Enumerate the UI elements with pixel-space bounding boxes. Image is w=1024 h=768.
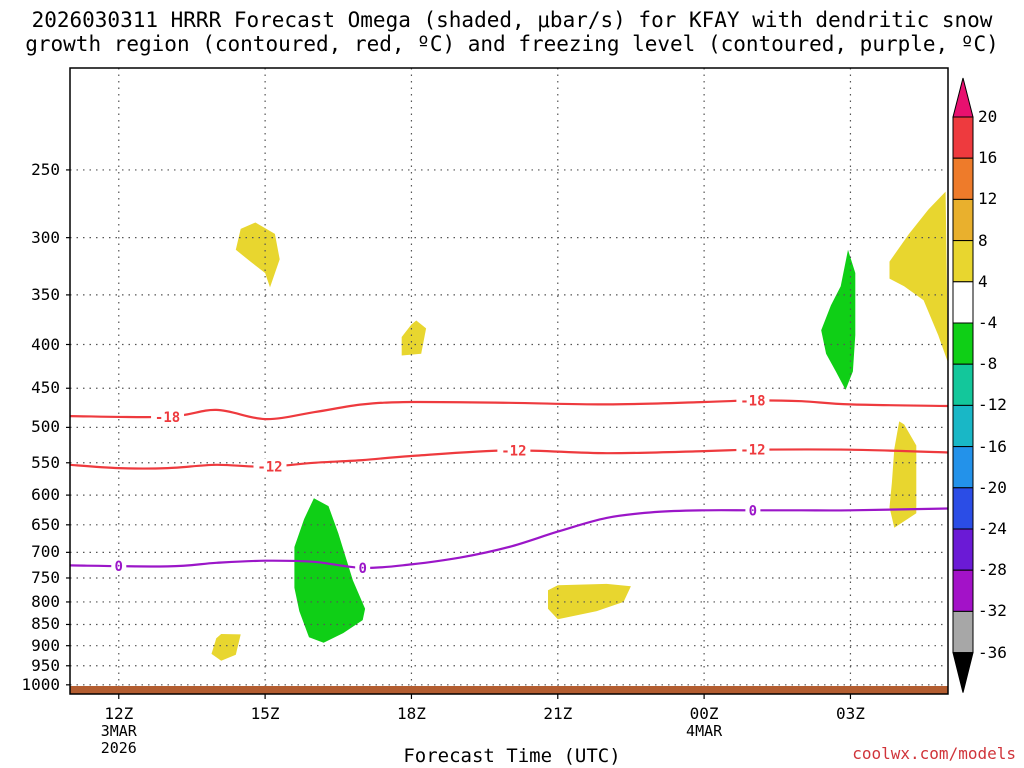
colorbar-label: -28: [978, 560, 1007, 580]
y-tick-label: 500: [31, 417, 60, 437]
y-tick-label: 900: [31, 635, 60, 655]
contour-label--12: -12: [257, 459, 282, 475]
contour-label--12: -12: [501, 444, 526, 460]
colorbar-label: 12: [978, 189, 998, 209]
y-tick-label: 250: [31, 159, 60, 179]
contour-label-bg: [745, 502, 761, 519]
contour-line--18: [70, 399, 948, 421]
x-tick-sublabel: 4MAR: [686, 722, 723, 740]
x-tick-sublabel: 2026: [100, 739, 137, 757]
colorbar-label: -24: [978, 519, 1007, 538]
y-tick-label: 450: [31, 378, 60, 398]
colorbar-swatch: [952, 487, 974, 530]
y-tick-label: 550: [31, 452, 60, 472]
y-tick-label: 750: [31, 567, 60, 587]
y-tick-label: 850: [31, 614, 60, 634]
colorbar-label: -16: [978, 436, 1007, 456]
contour-line-0: [70, 507, 948, 570]
y-tick-label: 600: [31, 485, 60, 505]
omega-region-yellow-4: [211, 634, 241, 661]
colorbar-swatch: [952, 322, 974, 365]
plot-area: [70, 68, 948, 694]
chart-title-line1: 2026030311 HRRR Forecast Omega (shaded, …: [31, 8, 993, 32]
contour-label-bg: [355, 559, 371, 576]
contour-label-bg: [736, 441, 770, 458]
omega-region-yellow-6: [889, 421, 917, 528]
colorbar-bottom-arrow: [952, 652, 974, 693]
x-tick-label: 15Z: [250, 704, 280, 723]
x-tick-label: 03Z: [835, 704, 865, 723]
y-tick-label: 700: [31, 542, 60, 562]
y-tick-label: 350: [31, 284, 60, 304]
colorbar-swatch: [952, 569, 974, 612]
plot-frame: [69, 67, 949, 695]
x-tick-sublabel: 3MAR: [100, 722, 137, 740]
omega-region-green-2: [821, 249, 856, 390]
y-tick-label: 950: [31, 655, 60, 675]
chart-title-line2: growth region (contoured, red, ºC) and f…: [25, 32, 999, 56]
x-axis-title: Forecast Time (UTC): [403, 745, 621, 767]
x-tick-label: 00Z: [689, 704, 719, 723]
omega-region-yellow-5: [889, 191, 948, 363]
x-tick-label: 12Z: [104, 704, 134, 723]
omega-region-yellow-1: [235, 222, 280, 288]
y-tick-label: 650: [31, 514, 60, 534]
ground-strip: [70, 686, 948, 694]
colorbar-swatch: [952, 198, 974, 242]
omega-region-yellow-2: [401, 320, 427, 356]
colorbar-label: 4: [978, 271, 988, 291]
colorbar-swatch: [952, 281, 974, 324]
contour-label-0: 0: [358, 561, 366, 577]
credit-link[interactable]: coolwx.com/models: [852, 744, 1016, 763]
colorbar-label: -4: [978, 313, 998, 332]
colorbar-label: -8: [978, 354, 998, 374]
colorbar-swatch: [952, 240, 974, 283]
colorbar-label: 16: [978, 148, 998, 168]
y-tick-label: 800: [31, 591, 60, 611]
contour-label-bg: [253, 458, 287, 475]
contour-label-bg: [151, 408, 185, 425]
contour-label--18: -18: [740, 393, 765, 409]
contour-label-bg: [497, 442, 531, 459]
omega-region-yellow-3: [548, 583, 631, 620]
colorbar-label: 20: [978, 107, 998, 126]
y-tick-label: 1000: [21, 674, 60, 694]
colorbar-swatch: [952, 446, 974, 489]
x-tick-label: 18Z: [396, 704, 426, 723]
colorbar-swatch: [952, 116, 974, 159]
colorbar-label: -32: [978, 601, 1007, 621]
omega-region-green-1: [294, 498, 366, 643]
colorbar-top-arrow: [952, 77, 974, 118]
colorbar-label: 8: [978, 230, 988, 250]
contour-label-bg: [111, 557, 127, 574]
colorbar: [952, 77, 974, 693]
y-tick-label: 300: [31, 227, 60, 247]
contour-label-0: 0: [115, 559, 123, 575]
colorbar-label: -12: [978, 395, 1007, 415]
contour-label--12: -12: [740, 443, 765, 459]
colorbar-swatch: [952, 610, 974, 654]
colorbar-swatch: [952, 528, 974, 571]
colorbar-label: -20: [978, 477, 1007, 497]
x-tick-label: 21Z: [543, 704, 573, 723]
colorbar-swatch: [952, 404, 974, 448]
contour-label--18: -18: [155, 410, 180, 426]
colorbar-swatch: [952, 363, 974, 406]
contour-label-bg: [736, 392, 770, 409]
plot-content: -18 -18 -12 -12 -12 0 0 0: [70, 68, 948, 694]
colorbar-label: -36: [978, 642, 1007, 662]
colorbar-swatch: [952, 157, 974, 200]
contour-label-0: 0: [749, 503, 757, 519]
y-tick-label: 400: [31, 334, 60, 354]
